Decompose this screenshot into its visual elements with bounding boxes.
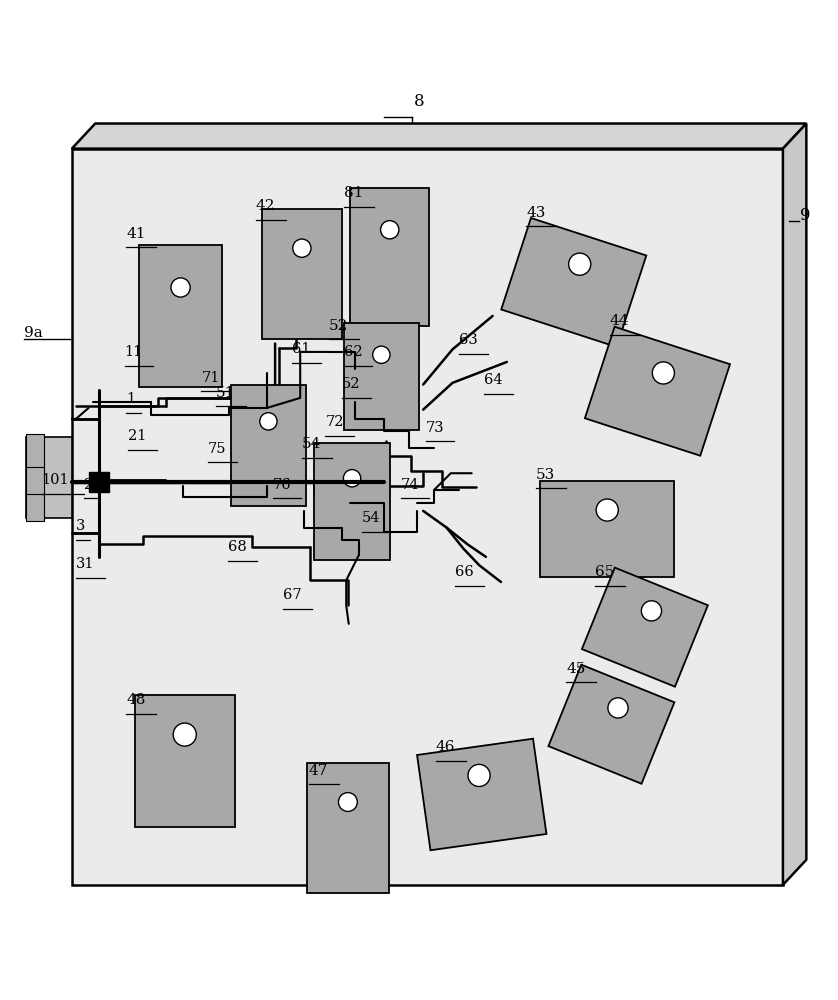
Polygon shape xyxy=(262,209,342,339)
Polygon shape xyxy=(314,443,390,560)
Polygon shape xyxy=(72,149,783,885)
Text: 62: 62 xyxy=(344,345,362,359)
Circle shape xyxy=(173,723,196,746)
Text: 81: 81 xyxy=(344,186,363,200)
Text: 45: 45 xyxy=(566,662,586,676)
Polygon shape xyxy=(501,218,646,347)
Text: 63: 63 xyxy=(459,333,478,347)
Polygon shape xyxy=(72,124,806,149)
Polygon shape xyxy=(26,434,44,467)
Circle shape xyxy=(641,601,661,621)
Circle shape xyxy=(380,221,399,239)
Circle shape xyxy=(652,362,675,384)
Polygon shape xyxy=(417,739,546,850)
Polygon shape xyxy=(585,327,730,456)
Text: 31: 31 xyxy=(76,557,95,571)
Text: 71: 71 xyxy=(201,371,220,385)
Text: 64: 64 xyxy=(484,373,503,387)
Polygon shape xyxy=(26,461,44,494)
Text: 9: 9 xyxy=(800,207,811,224)
Text: 3: 3 xyxy=(76,519,85,533)
Circle shape xyxy=(596,499,618,521)
Polygon shape xyxy=(344,323,419,430)
Text: 2: 2 xyxy=(85,478,94,492)
Text: 42: 42 xyxy=(256,199,276,213)
Text: 46: 46 xyxy=(436,740,455,754)
Text: 21: 21 xyxy=(128,429,147,443)
Polygon shape xyxy=(548,665,675,784)
Text: 74: 74 xyxy=(401,478,419,492)
Text: 51: 51 xyxy=(215,386,235,400)
Text: 48: 48 xyxy=(127,693,146,707)
Text: 75: 75 xyxy=(208,442,226,456)
Text: 44: 44 xyxy=(610,314,629,328)
Polygon shape xyxy=(582,568,708,687)
Text: 47: 47 xyxy=(308,764,328,778)
Polygon shape xyxy=(307,763,389,893)
Text: 41: 41 xyxy=(127,227,146,241)
Text: 53: 53 xyxy=(536,468,556,482)
Polygon shape xyxy=(139,245,222,387)
Text: 52: 52 xyxy=(328,319,348,333)
Text: 67: 67 xyxy=(283,588,302,602)
Text: 65: 65 xyxy=(595,565,614,579)
Text: 8: 8 xyxy=(414,93,424,110)
Circle shape xyxy=(344,470,360,487)
Text: 1: 1 xyxy=(127,392,135,406)
Polygon shape xyxy=(783,124,806,885)
Circle shape xyxy=(608,698,628,718)
Text: 72: 72 xyxy=(325,415,344,429)
Text: 61: 61 xyxy=(292,342,310,356)
Text: 9a: 9a xyxy=(24,326,43,340)
Polygon shape xyxy=(26,437,72,518)
Text: 66: 66 xyxy=(455,565,473,579)
Text: 11: 11 xyxy=(125,345,142,359)
Polygon shape xyxy=(135,695,235,827)
Text: 68: 68 xyxy=(228,540,247,554)
Text: 54: 54 xyxy=(362,511,380,525)
Circle shape xyxy=(373,346,390,363)
Text: 76: 76 xyxy=(272,478,292,492)
Bar xyxy=(90,472,110,492)
Polygon shape xyxy=(230,385,306,506)
Circle shape xyxy=(260,413,277,430)
Circle shape xyxy=(171,278,190,297)
Circle shape xyxy=(292,239,311,257)
Text: 52: 52 xyxy=(342,377,360,391)
Text: 54: 54 xyxy=(302,437,321,451)
Text: 73: 73 xyxy=(426,421,444,435)
Circle shape xyxy=(468,764,490,786)
Text: 43: 43 xyxy=(526,206,546,220)
Polygon shape xyxy=(541,481,674,577)
Circle shape xyxy=(569,253,591,275)
Text: 101: 101 xyxy=(41,473,69,487)
Polygon shape xyxy=(350,188,429,326)
Polygon shape xyxy=(26,487,44,521)
Circle shape xyxy=(339,793,357,811)
